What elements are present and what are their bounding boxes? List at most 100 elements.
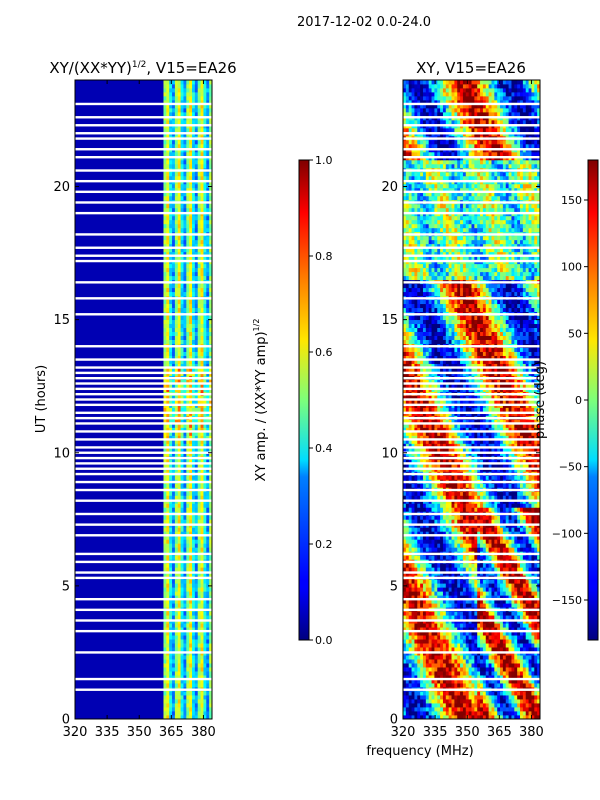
amp-cell (209, 283, 212, 289)
amp-cell (172, 275, 176, 281)
phase-cell (437, 655, 441, 660)
amp-cell (163, 423, 167, 428)
amp-cell (183, 463, 187, 468)
amp-cell (189, 583, 193, 588)
amp-cell (166, 111, 170, 117)
amp-cell (209, 239, 212, 245)
phase-cell (457, 539, 461, 544)
amp-cell (163, 715, 167, 719)
phase-cell (511, 615, 515, 620)
phase-cell (502, 707, 507, 712)
amp-cell (166, 539, 170, 544)
amp-cell (166, 439, 170, 444)
phase-cell (488, 691, 492, 696)
amp-cell (163, 703, 167, 708)
amp-cell (172, 367, 176, 372)
phase-cell (534, 583, 538, 588)
amp-cell (189, 679, 193, 684)
amp-cell (189, 351, 193, 356)
amp-cell (192, 543, 196, 548)
amp-cell (200, 563, 204, 568)
phase-cell (480, 603, 484, 608)
amp-cell (189, 631, 193, 636)
phase-cell (480, 543, 484, 548)
amp-cell (169, 355, 173, 360)
amp-cell (200, 223, 204, 229)
amp-cell (203, 359, 207, 364)
phase-cell (442, 655, 447, 660)
phase-cell (462, 699, 467, 704)
amp-cell (169, 227, 173, 233)
phase-cell (408, 539, 412, 544)
phase-cell (528, 635, 532, 640)
phase-cell (482, 679, 487, 684)
amp-cell (194, 319, 199, 325)
amp-cell (177, 667, 181, 672)
amp-cell (194, 423, 199, 428)
amp-cell (194, 407, 199, 412)
amp-cell (197, 139, 201, 145)
phase-cell (457, 591, 461, 596)
amp-cell (166, 175, 170, 181)
phase-cell (445, 611, 450, 616)
amp-cell (197, 699, 201, 704)
amp-cell (166, 435, 170, 440)
phase-cell (440, 539, 444, 544)
amp-cell (206, 475, 210, 480)
amp-cell (183, 503, 187, 508)
phase-cell (442, 631, 447, 636)
phase-cell (471, 567, 475, 572)
phase-cell (520, 623, 524, 628)
amp-cell (186, 243, 190, 249)
phase-cell (537, 603, 540, 608)
phase-cell (531, 587, 535, 592)
amp-cell (200, 483, 204, 488)
amp-cell (209, 151, 212, 157)
phase-cell (511, 703, 515, 708)
phase-cell (414, 587, 418, 592)
amp-cell (197, 307, 201, 313)
amp-cell (197, 695, 201, 700)
amp-cell (189, 715, 193, 719)
amp-cell (163, 439, 167, 444)
amp-cell (203, 159, 207, 165)
amp-cell (180, 475, 184, 480)
amp-cell (163, 143, 167, 149)
amp-cell (183, 351, 187, 356)
phase-cell (431, 711, 435, 716)
amp-cell (169, 679, 173, 684)
amp-cell (189, 315, 193, 321)
phase-cell (502, 567, 507, 572)
phase-cell (471, 683, 475, 688)
phase-cell (440, 691, 444, 696)
amp-cell (172, 247, 176, 253)
amp-cell (206, 615, 210, 620)
amp-cell (200, 383, 204, 388)
phase-cell (403, 683, 407, 688)
phase-cell (511, 715, 515, 719)
phase-cell (405, 655, 410, 660)
phase-cell (477, 663, 481, 668)
phase-cell (454, 679, 458, 684)
amp-cell (200, 647, 204, 652)
phase-cell (514, 583, 518, 588)
phase-cell (468, 587, 472, 592)
phase-cell (522, 675, 527, 680)
phase-cell (528, 647, 532, 652)
phase-cell (491, 539, 495, 544)
amp-cell (189, 515, 193, 520)
phase-cell (405, 615, 410, 620)
phase-cell (485, 659, 490, 664)
amp-cell (209, 443, 212, 448)
phase-cell (517, 691, 521, 696)
phase-cell (494, 679, 498, 684)
amp-cell (174, 283, 179, 289)
phase-cell (531, 659, 535, 664)
phase-cell (437, 711, 441, 716)
phase-cell (511, 695, 515, 700)
amp-cell (206, 263, 210, 269)
amp-cell (169, 107, 173, 113)
phase-cell (422, 595, 427, 600)
phase-cell (482, 703, 487, 708)
colorbar1-label: XY amp. / (XX*YY amp)1/2 (252, 319, 269, 482)
